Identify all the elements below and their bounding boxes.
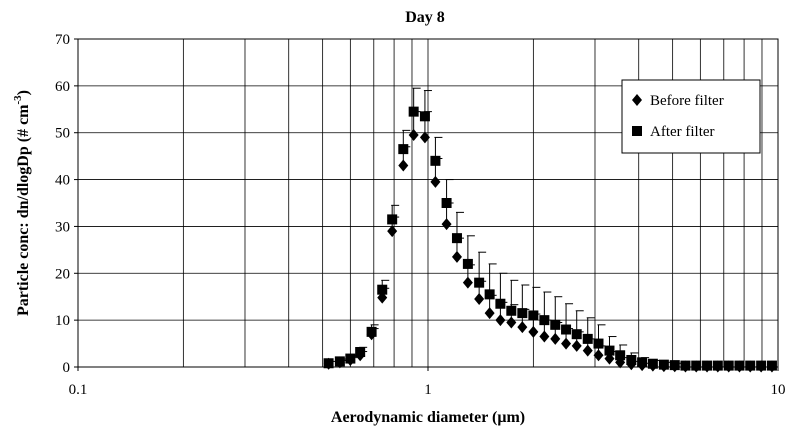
before-filter-point [561,337,572,350]
before-filter-point [658,360,669,373]
before-filter-point [647,359,658,372]
before-filter-point [539,330,550,343]
before-filter-point [334,356,345,369]
after-filter-point [550,319,561,330]
x-tick-label: 10 [771,382,786,398]
y-axis-label-main: Particle conc: dn/dlogDp (# cm [15,104,32,316]
before-filter-point [550,332,561,345]
y-tick-label: 40 [55,173,70,189]
after-filter-point [593,338,604,349]
y-tick-labels: 0 10 20 30 40 50 60 70 [55,32,78,376]
after-filter-point [604,345,615,356]
y-axis-label-superscript: -3 [12,95,24,105]
after-filter-point [528,310,539,321]
after-filter-point [451,233,462,244]
y-tick-label: 10 [55,313,70,329]
after-filter-point [517,308,528,319]
after-filter-point [615,350,626,361]
before-filter-point [615,356,626,369]
legend-label-after-filter: After filter [650,124,715,140]
before-filter-point [377,291,388,304]
x-axis-label: Aerodynamic diameter (μm) [331,409,525,426]
after-filter-point [506,305,517,316]
before-filter-point [441,218,452,231]
legend-diamond-marker [632,94,642,106]
before-filter-point [582,344,593,357]
before-filter-point [419,131,430,144]
after-filter-point [495,298,506,309]
before-filter-point [355,349,366,362]
after-filter-point [408,106,419,117]
before-filter-point [495,314,506,327]
before-filter-point [669,360,680,373]
after-filter-point [582,333,593,344]
before-filter-point [398,159,409,172]
after-filter-point [571,329,582,340]
x-tick-label: 1 [424,382,432,398]
after-filter-point [484,289,495,300]
x-tick-labels: 0.1 1 10 [69,367,786,398]
after-filter-point [430,155,441,166]
before-filter-point [451,250,462,263]
before-filter-point [604,352,615,365]
after-filter-point [474,277,485,288]
after-filter-point [539,315,550,326]
before-filter-point [387,225,398,238]
before-filter-point [506,316,517,329]
before-filter-point [462,276,473,289]
after-filter-point [387,214,398,225]
before-filter-point [345,353,356,366]
legend-box [621,79,761,154]
y-tick-label: 70 [55,32,70,48]
after-filter-point [377,284,388,295]
chart-title: Day 8 [405,9,445,26]
after-filter-point [561,324,572,335]
before-filter-point [430,175,441,188]
before-filter-point [366,328,377,341]
x-tick-label: 0.1 [69,382,88,398]
y-tick-label: 50 [55,126,70,142]
y-axis-label: Particle conc: dn/dlogDp (# cm-3) [12,90,32,316]
after-filter-point [441,198,452,208]
before-filter-point [474,293,485,306]
legend-label-before-filter: Before filter [650,93,724,109]
grid-lines [78,39,778,367]
y-tick-label: 20 [55,266,70,282]
y-tick-label: 60 [55,79,70,95]
legend-square-marker [632,126,642,136]
after-filter-point [419,111,430,122]
before-filter-point [484,307,495,320]
before-filter-point [571,339,582,352]
y-tick-label: 0 [63,360,71,376]
after-filter-point [398,144,409,155]
before-filter-point [637,359,648,372]
y-tick-label: 30 [55,219,70,235]
before-filter-point [528,325,539,338]
before-filter-point [517,321,528,334]
legend: Before filter After filter [621,79,761,154]
before-filter-point [593,349,604,362]
before-filter-point [408,129,419,142]
after-filter-point [462,258,473,269]
y-axis-label-end: ) [15,90,32,95]
